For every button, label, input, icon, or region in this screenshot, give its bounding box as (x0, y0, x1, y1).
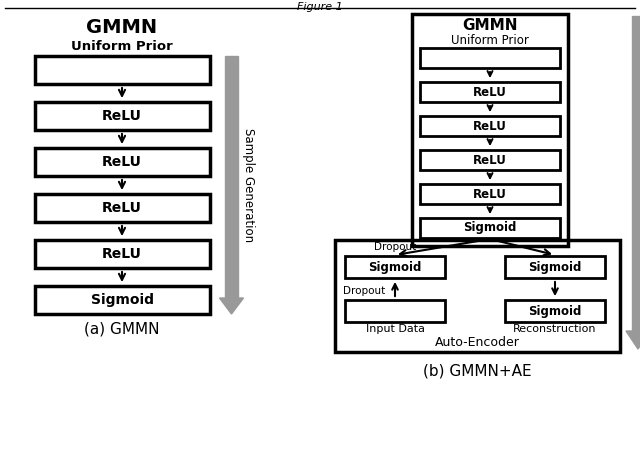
Text: Sample Generation: Sample Generation (241, 128, 255, 242)
Text: Dropout: Dropout (374, 242, 416, 252)
Bar (35, 240, 209, 268)
Bar (345, 300, 445, 322)
Text: Reconstruction: Reconstruction (513, 324, 596, 334)
Bar (35, 56, 209, 84)
Bar (420, 82, 560, 102)
Text: Sigmoid: Sigmoid (463, 222, 516, 235)
Text: Uniform Prior: Uniform Prior (71, 40, 173, 53)
Text: Sigmoid: Sigmoid (528, 260, 582, 274)
Text: ReLU: ReLU (473, 188, 507, 201)
Text: (b) GMMN+AE: (b) GMMN+AE (423, 364, 532, 379)
Bar (632, 16, 640, 331)
Text: ReLU: ReLU (102, 247, 142, 261)
Bar (420, 218, 560, 238)
Text: Sigmoid: Sigmoid (528, 304, 582, 318)
Bar (35, 102, 209, 130)
Text: Uniform Prior: Uniform Prior (451, 34, 529, 47)
Bar (35, 148, 209, 176)
Polygon shape (626, 331, 640, 349)
Text: Input Data: Input Data (365, 324, 424, 334)
Bar (335, 240, 620, 352)
Bar (345, 256, 445, 278)
Text: ReLU: ReLU (473, 154, 507, 167)
Bar (35, 286, 209, 314)
Bar (420, 184, 560, 204)
Bar (420, 116, 560, 136)
Text: Sigmoid: Sigmoid (90, 293, 154, 307)
Text: Figure 1: Figure 1 (297, 2, 343, 12)
Text: ReLU: ReLU (473, 86, 507, 98)
Text: Sigmoid: Sigmoid (368, 260, 422, 274)
Text: Auto-Encoder: Auto-Encoder (435, 336, 520, 349)
Text: ReLU: ReLU (473, 120, 507, 132)
Text: GMMN: GMMN (462, 18, 518, 33)
Bar (225, 56, 238, 298)
Bar (420, 48, 560, 68)
Text: ReLU: ReLU (102, 155, 142, 169)
Text: (a) GMMN: (a) GMMN (84, 322, 160, 337)
Bar (420, 150, 560, 170)
Bar (505, 300, 605, 322)
Text: ReLU: ReLU (102, 201, 142, 215)
Bar (412, 14, 568, 246)
Text: ReLU: ReLU (102, 109, 142, 123)
Bar (35, 194, 209, 222)
Text: GMMN: GMMN (86, 18, 157, 37)
Polygon shape (220, 298, 243, 314)
Bar (505, 256, 605, 278)
Text: Dropout: Dropout (343, 286, 385, 296)
